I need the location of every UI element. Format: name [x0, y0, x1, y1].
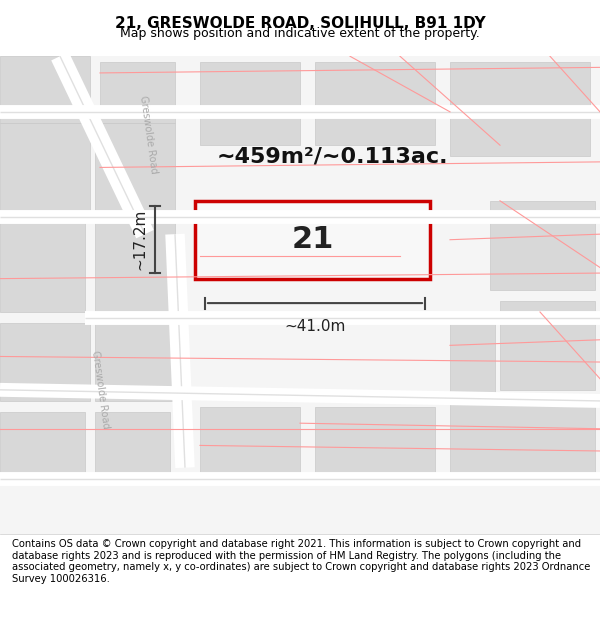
- Bar: [0, 223, 85, 312]
- Bar: [450, 401, 595, 479]
- Bar: [0, 412, 85, 479]
- Text: Contains OS data © Crown copyright and database right 2021. This information is : Contains OS data © Crown copyright and d…: [12, 539, 590, 584]
- Bar: [0, 56, 90, 123]
- Bar: [95, 223, 175, 312]
- Bar: [200, 62, 300, 145]
- Bar: [450, 62, 590, 156]
- Bar: [450, 312, 495, 401]
- Text: 21, GRESWOLDE ROAD, SOLIHULL, B91 1DY: 21, GRESWOLDE ROAD, SOLIHULL, B91 1DY: [115, 16, 485, 31]
- Bar: [100, 62, 175, 123]
- Text: Map shows position and indicative extent of the property.: Map shows position and indicative extent…: [120, 28, 480, 41]
- Text: ~41.0m: ~41.0m: [284, 319, 346, 334]
- Bar: [200, 406, 300, 479]
- Bar: [95, 123, 175, 212]
- Bar: [315, 406, 435, 479]
- Text: Greswolde Road: Greswolde Road: [137, 94, 158, 174]
- Text: Greswolde Road: Greswolde Road: [89, 350, 110, 429]
- Bar: [95, 323, 175, 401]
- Bar: [0, 123, 90, 212]
- Text: 21: 21: [292, 225, 334, 254]
- Bar: [490, 201, 595, 290]
- Bar: [95, 412, 170, 479]
- Bar: [315, 62, 435, 145]
- Bar: [500, 301, 595, 390]
- Bar: [195, 201, 430, 279]
- Text: ~459m²/~0.113ac.: ~459m²/~0.113ac.: [217, 146, 448, 166]
- Bar: [0, 323, 90, 401]
- Text: ~17.2m: ~17.2m: [132, 209, 147, 271]
